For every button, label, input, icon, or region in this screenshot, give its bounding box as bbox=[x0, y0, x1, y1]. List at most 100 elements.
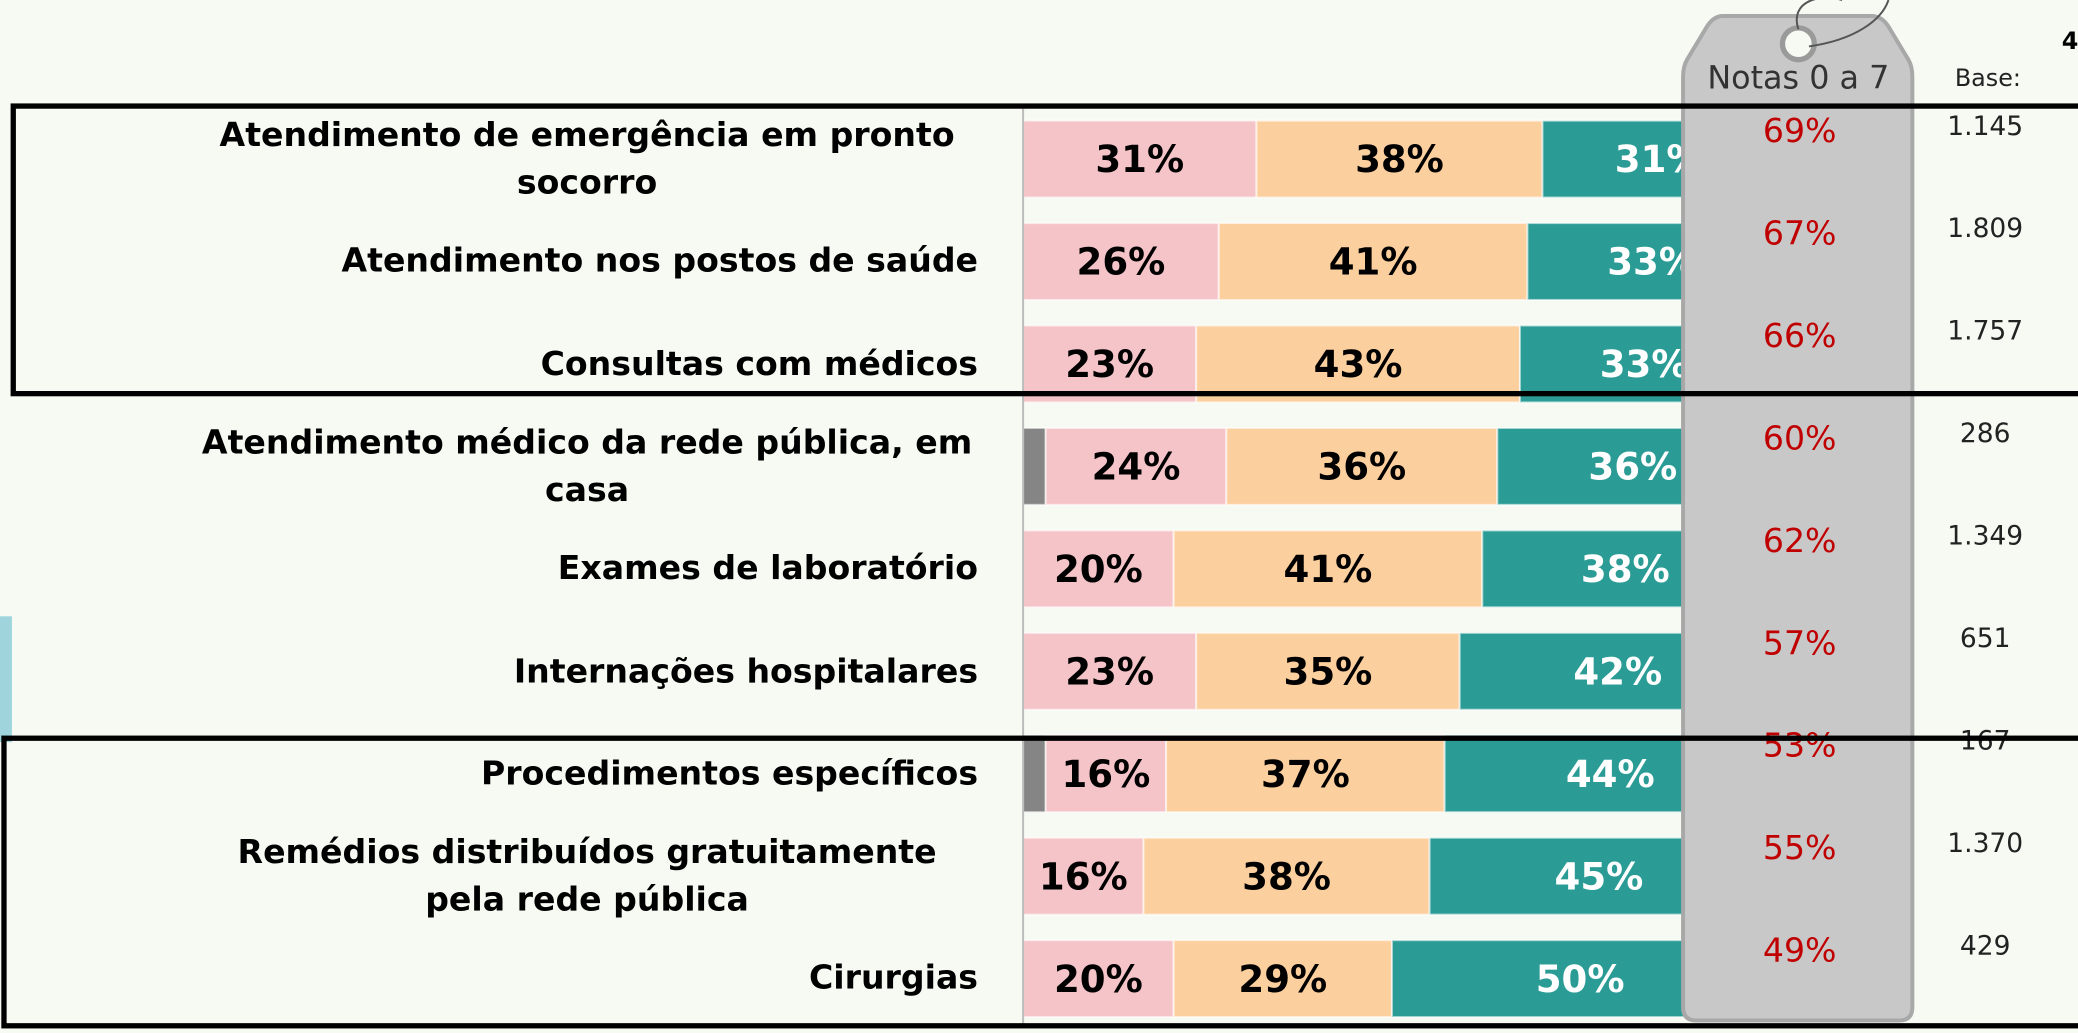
data-label: 42% bbox=[1573, 650, 1662, 693]
data-label: 38% bbox=[1581, 548, 1670, 591]
bar-segment bbox=[1142, 836, 1431, 916]
notas-value: 53% bbox=[1763, 726, 1837, 765]
bar-segment bbox=[1458, 631, 1684, 711]
data-label: 50% bbox=[1536, 958, 1625, 1001]
category-label-row: Atendimento nos postos de saúde bbox=[50, 210, 978, 312]
bar-segment bbox=[1172, 529, 1484, 609]
bar-segment bbox=[1443, 734, 1684, 814]
category-label: Exames de laboratório bbox=[557, 548, 979, 588]
data-label: 29% bbox=[1238, 958, 1327, 1001]
data-label: 41% bbox=[1284, 548, 1373, 591]
base-value: 286 bbox=[1960, 418, 2011, 449]
bar-segment bbox=[1022, 734, 1047, 814]
notas-title: Notas 0 a 7 bbox=[1707, 60, 1889, 97]
data-label: 36% bbox=[1317, 446, 1406, 489]
notas-value: 55% bbox=[1763, 828, 1837, 867]
bar-segment bbox=[1172, 939, 1393, 1019]
data-label: 23% bbox=[1065, 343, 1154, 386]
data-label: 16% bbox=[1039, 855, 1128, 898]
category-label: Atendimento médico da rede pública, em c… bbox=[201, 422, 973, 509]
data-label: 20% bbox=[1054, 548, 1143, 591]
category-label-row: Cirurgias bbox=[50, 928, 978, 1030]
notas-value: 60% bbox=[1763, 418, 1837, 457]
category-label-box: Internações hospitalares bbox=[50, 620, 978, 722]
bar-segment bbox=[1022, 529, 1175, 609]
base-value: 429 bbox=[1960, 930, 2011, 961]
tag-string bbox=[1795, 0, 1890, 48]
tag-hole bbox=[1779, 25, 1817, 63]
data-label: 26% bbox=[1077, 241, 1166, 284]
data-label: 37% bbox=[1261, 753, 1350, 796]
notas-value: 49% bbox=[1763, 931, 1837, 970]
notas-value: 62% bbox=[1763, 521, 1837, 560]
base-value: 1.145 bbox=[1947, 111, 2023, 142]
side-decoration bbox=[0, 616, 12, 743]
category-label-row: Remédios distribuídos gratuitamente pela… bbox=[50, 825, 978, 927]
page-number: 4 bbox=[2062, 27, 2078, 55]
base-value: 167 bbox=[1960, 725, 2011, 756]
category-label: Atendimento nos postos de saúde bbox=[341, 241, 979, 281]
bar-segment bbox=[1526, 222, 1684, 301]
bars: 31% 38% 31% 26% 41% 33% 23% 43% 33% 24% 36% 36% 20% 4… bbox=[1022, 119, 1704, 1019]
category-label: Procedimentos específicos bbox=[480, 753, 979, 793]
bar-segment bbox=[1022, 836, 1145, 916]
labels: Atendimento de emergência em pronto soco… bbox=[50, 111, 2023, 1030]
bar-segment bbox=[1496, 426, 1684, 506]
highlight-frame bbox=[1, 735, 2078, 1029]
bar-segment bbox=[1541, 119, 1684, 199]
data-label: 35% bbox=[1284, 650, 1373, 693]
category-label-box: Cirurgias bbox=[50, 928, 978, 1030]
bar-segment bbox=[1195, 324, 1521, 404]
data-label: 36% bbox=[1588, 446, 1677, 489]
data-label: 20% bbox=[1054, 958, 1143, 1001]
bar-segment bbox=[1165, 734, 1446, 814]
category-label-box: Remédios distribuídos gratuitamente pela… bbox=[50, 825, 978, 927]
category-label: Remédios distribuídos gratuitamente pela… bbox=[237, 832, 937, 919]
notas-value: 69% bbox=[1763, 111, 1837, 150]
data-label: 45% bbox=[1555, 855, 1644, 898]
bar-segment bbox=[1390, 939, 1684, 1019]
notas-value: 66% bbox=[1763, 316, 1837, 355]
data-label: 33% bbox=[1607, 241, 1696, 284]
notas-value: 67% bbox=[1763, 214, 1837, 253]
base-value: 1.809 bbox=[1947, 213, 2023, 244]
base-value: 1.349 bbox=[1947, 521, 2023, 552]
bar-segment bbox=[1044, 734, 1168, 814]
category-label-box: Exames de laboratório bbox=[50, 518, 978, 620]
category-label-row: Atendimento médico da rede pública, em c… bbox=[50, 415, 978, 517]
data-label: 44% bbox=[1566, 753, 1655, 796]
bar-segment bbox=[1225, 426, 1499, 506]
data-label: 43% bbox=[1314, 343, 1403, 386]
category-label-box: Atendimento de emergência em pronto soco… bbox=[219, 115, 955, 202]
tag bbox=[1681, 13, 1915, 1023]
category-label-row: Consultas com médicos bbox=[50, 313, 978, 415]
data-label: 41% bbox=[1329, 241, 1418, 284]
category-label: Atendimento de emergência em pronto soco… bbox=[219, 115, 955, 202]
category-label: Consultas com médicos bbox=[540, 344, 979, 383]
data-label: 31% bbox=[1615, 138, 1704, 181]
bar-segment bbox=[1481, 529, 1684, 609]
category-label-row: Internações hospitalares bbox=[50, 620, 978, 722]
bar-segment bbox=[1022, 426, 1047, 506]
category-label-row: Exames de laboratório bbox=[50, 518, 978, 620]
base-value: 651 bbox=[1960, 623, 2011, 654]
category-label-row: Procedimentos específicos bbox=[50, 723, 978, 825]
category-label: Internações hospitalares bbox=[513, 651, 979, 690]
data-label: 31% bbox=[1095, 138, 1184, 181]
data-label: 38% bbox=[1355, 138, 1444, 181]
data-label: 16% bbox=[1062, 753, 1151, 796]
category-label-box: Consultas com médicos bbox=[50, 313, 978, 415]
base-title: Base: bbox=[1955, 64, 2021, 92]
bar-segment bbox=[1518, 324, 1684, 404]
base-value: 1.370 bbox=[1947, 828, 2023, 859]
bar-segment bbox=[1022, 631, 1198, 711]
bar-segment bbox=[1428, 836, 1684, 916]
bar-segment bbox=[1195, 631, 1461, 711]
data-label: 38% bbox=[1242, 855, 1331, 898]
data-label: 23% bbox=[1065, 650, 1154, 693]
bar-segment bbox=[1255, 119, 1544, 199]
data-label: 33% bbox=[1600, 343, 1689, 386]
data-label: 24% bbox=[1092, 446, 1181, 489]
